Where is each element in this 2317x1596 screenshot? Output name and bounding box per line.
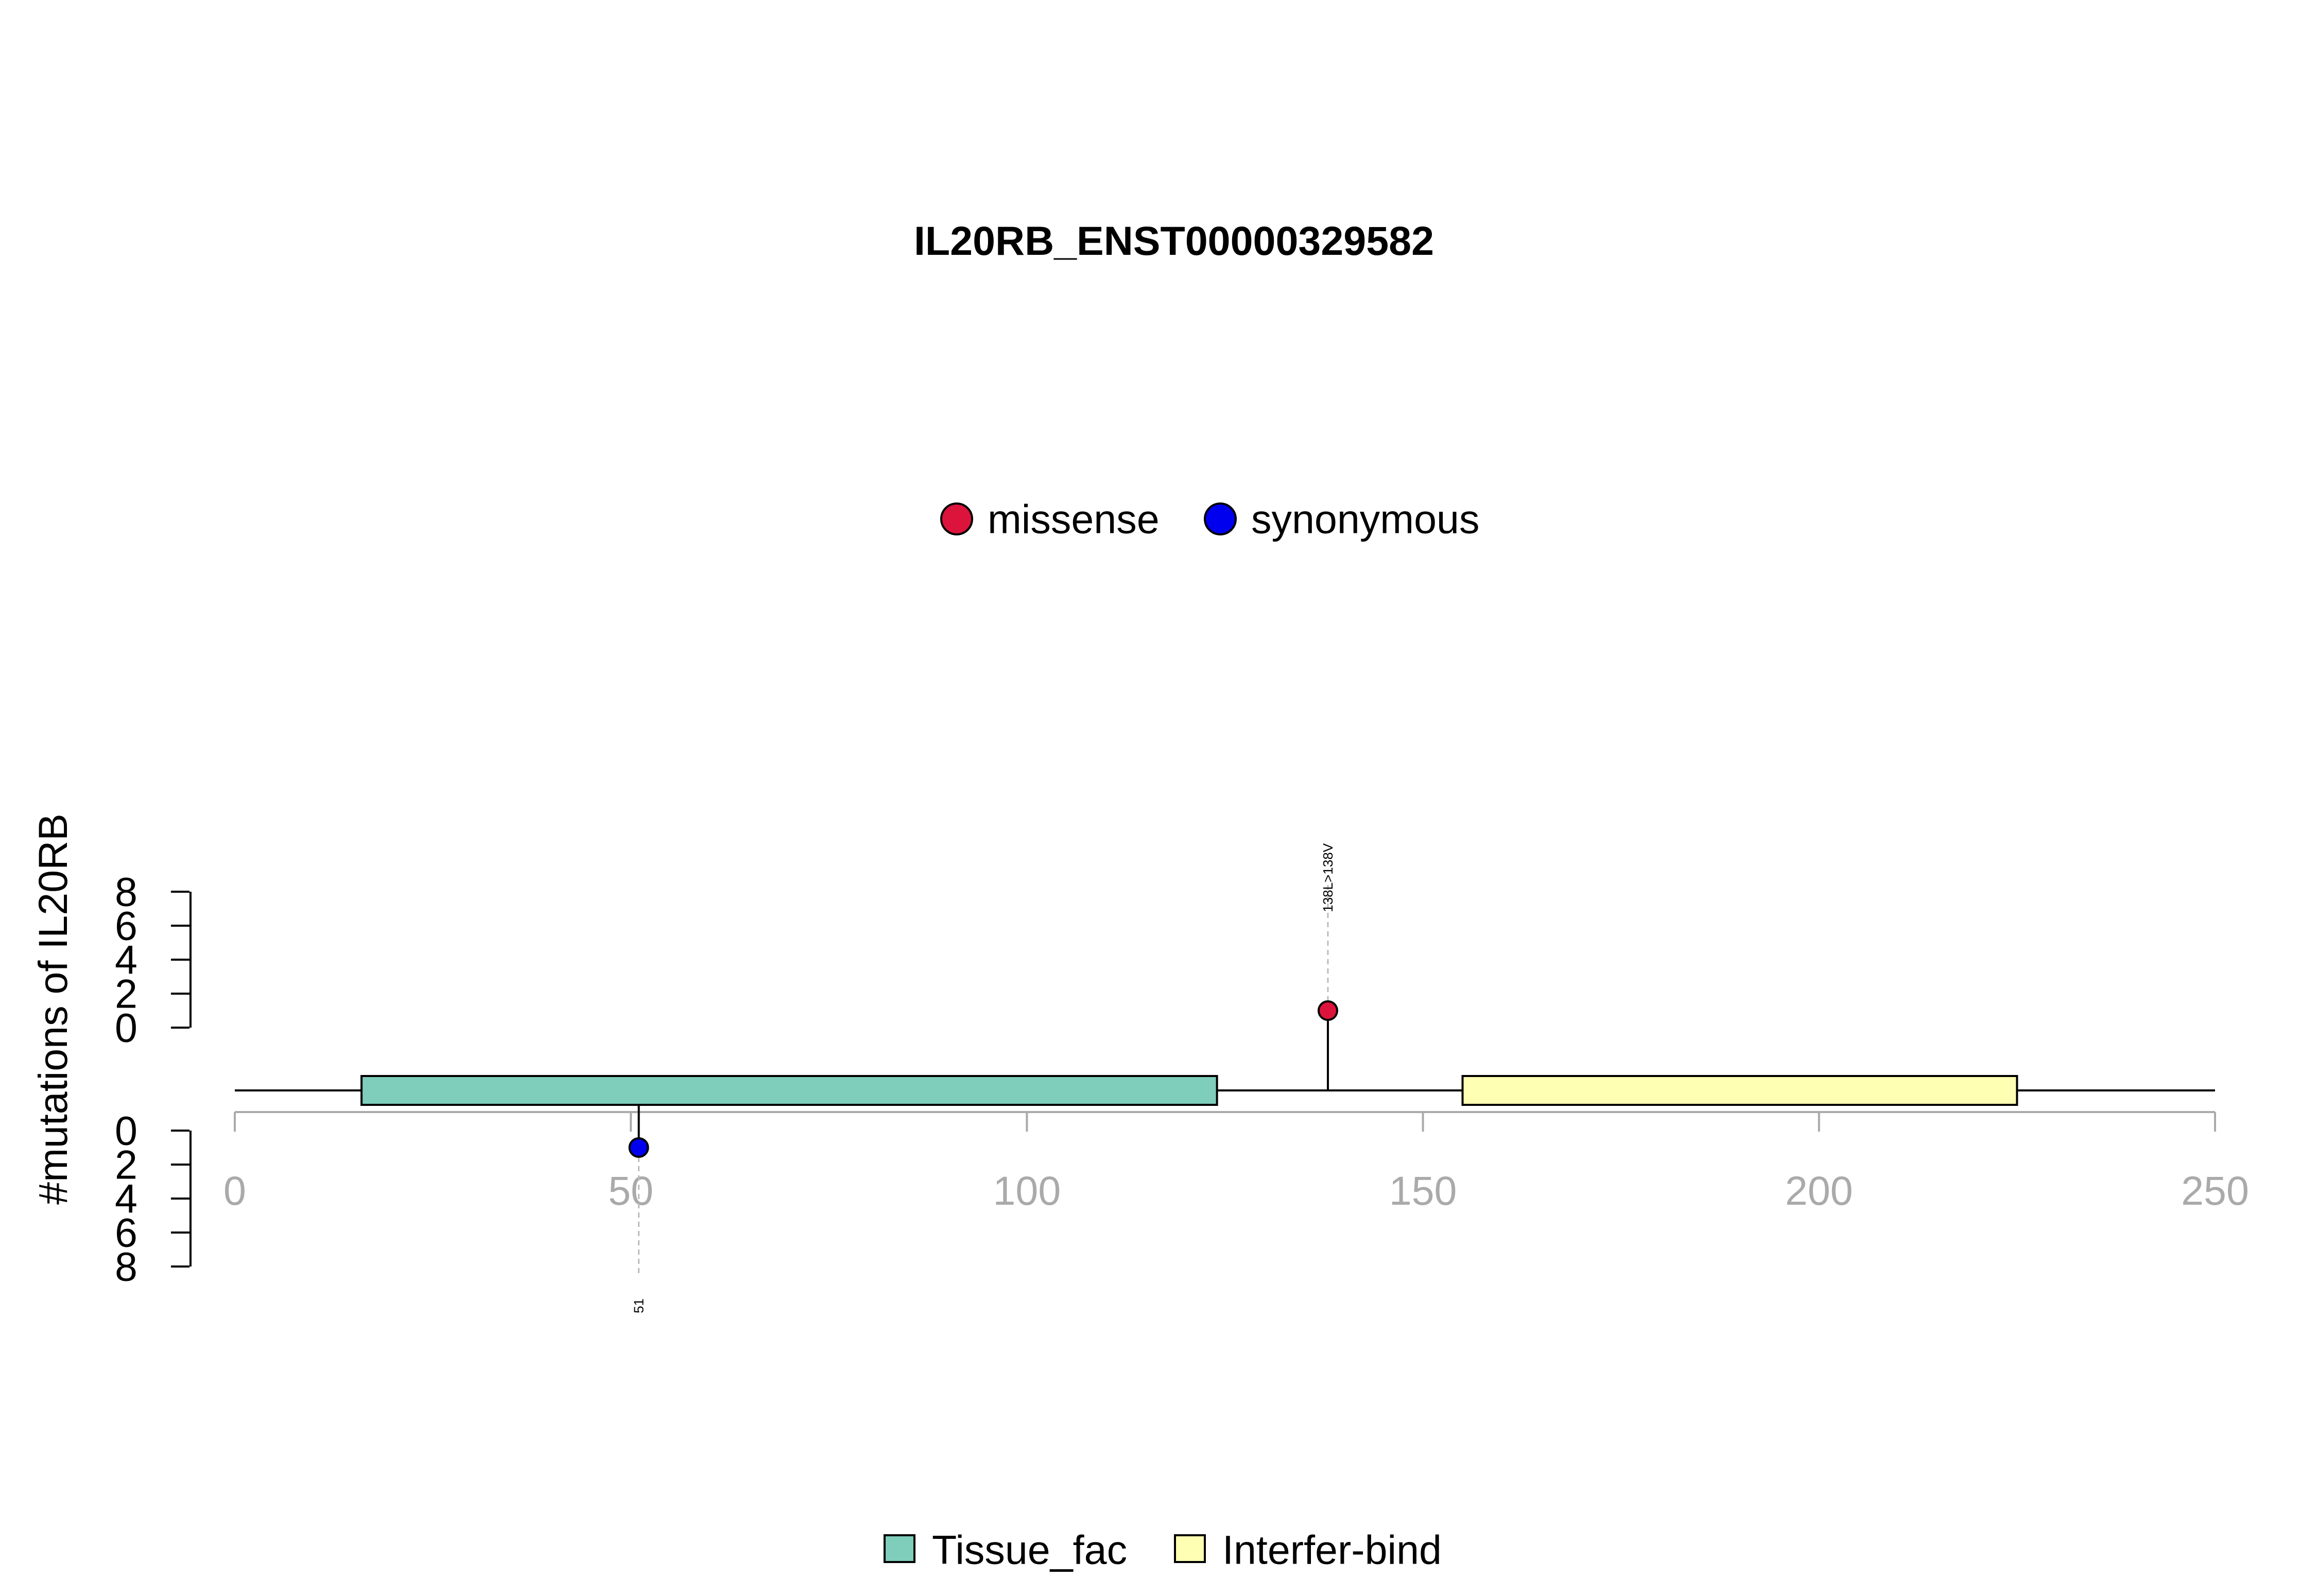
x-tick-label: 100: [993, 1168, 1061, 1213]
legend-missense-label: missense: [988, 496, 1160, 542]
y-tick-label: 6: [115, 903, 137, 949]
legend-domain-swatch: [884, 1534, 915, 1563]
y-tick-label: 2: [115, 971, 137, 1017]
y-axis-label: #mutations of IL20RB: [30, 813, 76, 1205]
x-tick-label: 150: [1389, 1168, 1457, 1213]
x-tick-label: 200: [1785, 1168, 1853, 1213]
y-tick-label: 0: [115, 1108, 137, 1154]
y-tick-label: 6: [115, 1210, 137, 1256]
x-tick-label: 50: [608, 1168, 653, 1213]
domain-legend: Tissue_fac Interfer-bind: [884, 1527, 1442, 1573]
mutation-label: 51: [631, 1298, 647, 1313]
chart-title: IL20RB_ENST00000329582: [914, 218, 1434, 264]
y-tick-label: 4: [115, 937, 137, 983]
mutation-point-missense: [1317, 1000, 1338, 1021]
domain-boxes: [360, 1075, 2018, 1106]
legend-synonymous-label: synonymous: [1251, 496, 1480, 542]
mutation-heads: 138L>138V 51: [628, 843, 1338, 1313]
domain-interfer-bind: [1461, 1075, 2018, 1106]
legend-missense-marker: [940, 502, 973, 535]
domain-tissue-fac: [360, 1075, 1218, 1106]
mutation-label: 138L>138V: [1320, 843, 1336, 912]
legend-synonymous-marker: [1204, 502, 1237, 535]
y-tick-label: 8: [115, 869, 137, 915]
y-tick-label: 0: [115, 1005, 137, 1051]
x-axis: 0 50 100 150 200 250: [223, 1112, 2249, 1213]
y-tick-label: 2: [115, 1142, 137, 1188]
legend-domain-label: Tissue_fac: [932, 1527, 1127, 1573]
mutation-point-synonymous: [628, 1137, 649, 1158]
x-tick-label: 250: [2181, 1168, 2249, 1213]
legend-domain-label: Interfer-bind: [1222, 1527, 1442, 1573]
legend-domain-swatch: [1174, 1534, 1206, 1563]
y-tick-label: 8: [115, 1244, 137, 1290]
y-tick-label: 4: [115, 1176, 137, 1222]
mutation-legend: missense synonymous: [940, 496, 1480, 542]
x-tick-label: 0: [223, 1168, 246, 1213]
